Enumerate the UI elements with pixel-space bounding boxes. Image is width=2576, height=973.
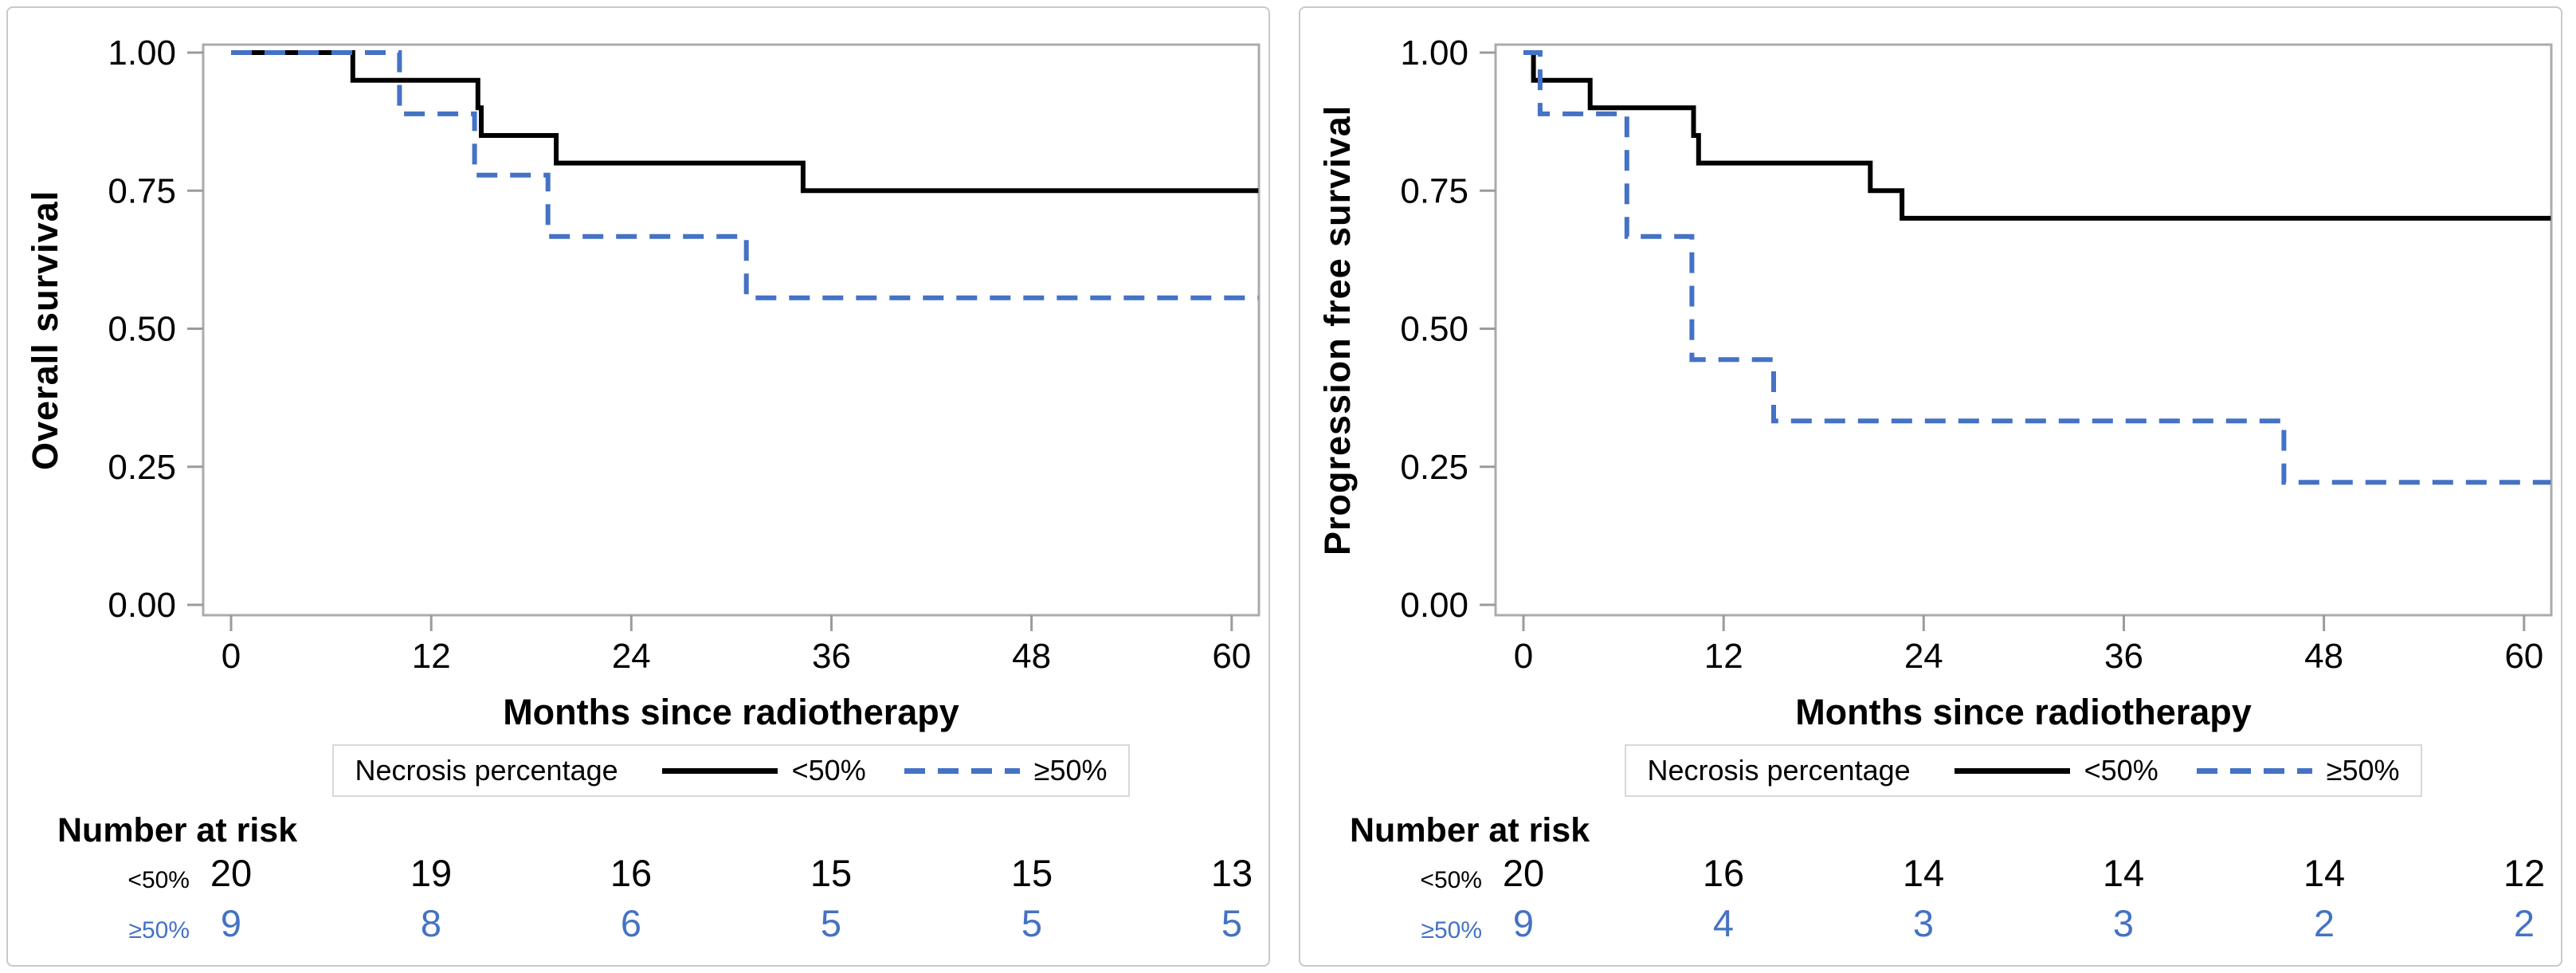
risk-value: 6 (620, 902, 642, 944)
x-tick-label: 36 (812, 637, 851, 676)
legend-entry-lt50: <50% (2084, 754, 2158, 787)
x-tick-label: 24 (612, 637, 651, 676)
y-axis-title: Overall survival (25, 190, 65, 470)
x-tick-label: 48 (2304, 637, 2343, 676)
risk-value: 9 (1512, 902, 1535, 944)
risk-value: 20 (1502, 852, 1545, 894)
risk-value: 8 (420, 902, 442, 944)
y-tick-label: 0.50 (108, 310, 176, 349)
y-tick-label: 0.75 (1400, 171, 1468, 210)
x-tick-label: 12 (412, 637, 451, 676)
risk-value: 14 (2303, 852, 2346, 894)
risk-row-label-ge50: ≥50% (128, 917, 190, 944)
plot-frame (1494, 43, 2553, 617)
legend-title: Necrosis percentage (355, 754, 618, 787)
x-tick-label: 60 (2504, 637, 2543, 676)
y-tick-label: 0.00 (108, 586, 176, 625)
x-tick-label: 0 (1514, 637, 1533, 676)
legend-entry-ge50: ≥50% (1033, 754, 1108, 787)
y-tick-label: 0.25 (1400, 448, 1468, 487)
y-tick-label: 0.75 (108, 171, 176, 210)
x-tick-label: 60 (1212, 637, 1251, 676)
risk-value: 4 (1712, 902, 1735, 944)
x-tick-label: 24 (1904, 637, 1943, 676)
y-tick-label: 1.00 (108, 33, 176, 73)
km-curve-ge50 (1523, 50, 2551, 485)
dashed-line-swatch-icon (904, 767, 1020, 774)
risk-row-label-ge50: ≥50% (1421, 917, 1482, 944)
y-tick-label: 0.50 (1400, 310, 1468, 349)
legend-box: Necrosis percentage <50% ≥50% (332, 744, 1130, 797)
risk-value: 14 (1902, 852, 1945, 894)
x-axis-title: Months since radiotherapy (1795, 692, 2252, 732)
dashed-line-swatch-icon (2196, 767, 2312, 774)
legend: Necrosis percentage <50% ≥50% (1496, 744, 2551, 797)
x-tick-label: 12 (1704, 637, 1743, 676)
y-tick-label: 0.00 (1400, 586, 1468, 625)
progression-free-survival-chart: 1.00 0.75 0.50 0.25 0.00 0 12 24 36 48 60 (1400, 33, 2553, 676)
legend-title: Necrosis percentage (1647, 754, 1911, 787)
risk-value: 13 (1210, 852, 1253, 894)
risk-value: 3 (2112, 902, 2135, 944)
solid-line-swatch-icon (661, 767, 778, 774)
risk-row-label-lt50: <50% (127, 867, 190, 893)
risk-value: 5 (1021, 902, 1043, 944)
y-tick-label: 0.25 (108, 448, 176, 487)
risk-value: 20 (210, 852, 253, 894)
km-curve-lt50 (231, 50, 1259, 194)
panel-overall-survival: 1.00 0.75 0.50 0.25 0.00 0 12 24 36 48 60 Overall … (6, 6, 1270, 967)
number-at-risk-title: Number at risk (1350, 811, 1590, 849)
legend-entry-lt50: <50% (791, 754, 866, 787)
risk-value: 2 (2513, 902, 2535, 944)
km-curve-lt50 (1523, 50, 2551, 221)
risk-row-label-lt50: <50% (1420, 867, 1482, 893)
risk-value: 9 (220, 902, 242, 944)
legend-entry-ge50: ≥50% (2326, 754, 2400, 787)
panel-progression-free-survival: 1.00 0.75 0.50 0.25 0.00 0 12 24 36 48 60 Progress… (1299, 6, 2562, 967)
risk-value: 3 (1912, 902, 1935, 944)
risk-value: 5 (820, 902, 842, 944)
risk-value: 14 (2102, 852, 2145, 894)
risk-value: 15 (1010, 852, 1053, 894)
legend-box: Necrosis percentage <50% ≥50% (1625, 744, 2422, 797)
y-axis-title: Progression free survival (1317, 104, 1358, 555)
y-tick-label: 1.00 (1400, 33, 1468, 73)
risk-value: 2 (2313, 902, 2335, 944)
km-curve-ge50 (231, 50, 1259, 300)
number-at-risk-title: Number at risk (57, 811, 298, 849)
risk-value: 16 (1702, 852, 1745, 894)
risk-value: 19 (410, 852, 453, 894)
risk-value: 16 (610, 852, 653, 894)
x-tick-label: 0 (222, 637, 241, 676)
risk-value: 15 (810, 852, 853, 894)
risk-value: 5 (1221, 902, 1243, 944)
plot-frame (202, 43, 1261, 617)
legend: Necrosis percentage <50% ≥50% (203, 744, 1259, 797)
x-tick-label: 48 (1012, 637, 1051, 676)
risk-value: 12 (2503, 852, 2546, 894)
solid-line-swatch-icon (1954, 767, 2070, 774)
x-axis-title: Months since radiotherapy (503, 692, 959, 732)
overall-survival-chart: 1.00 0.75 0.50 0.25 0.00 0 12 24 36 48 60 (108, 33, 1261, 676)
x-tick-label: 36 (2104, 637, 2143, 676)
